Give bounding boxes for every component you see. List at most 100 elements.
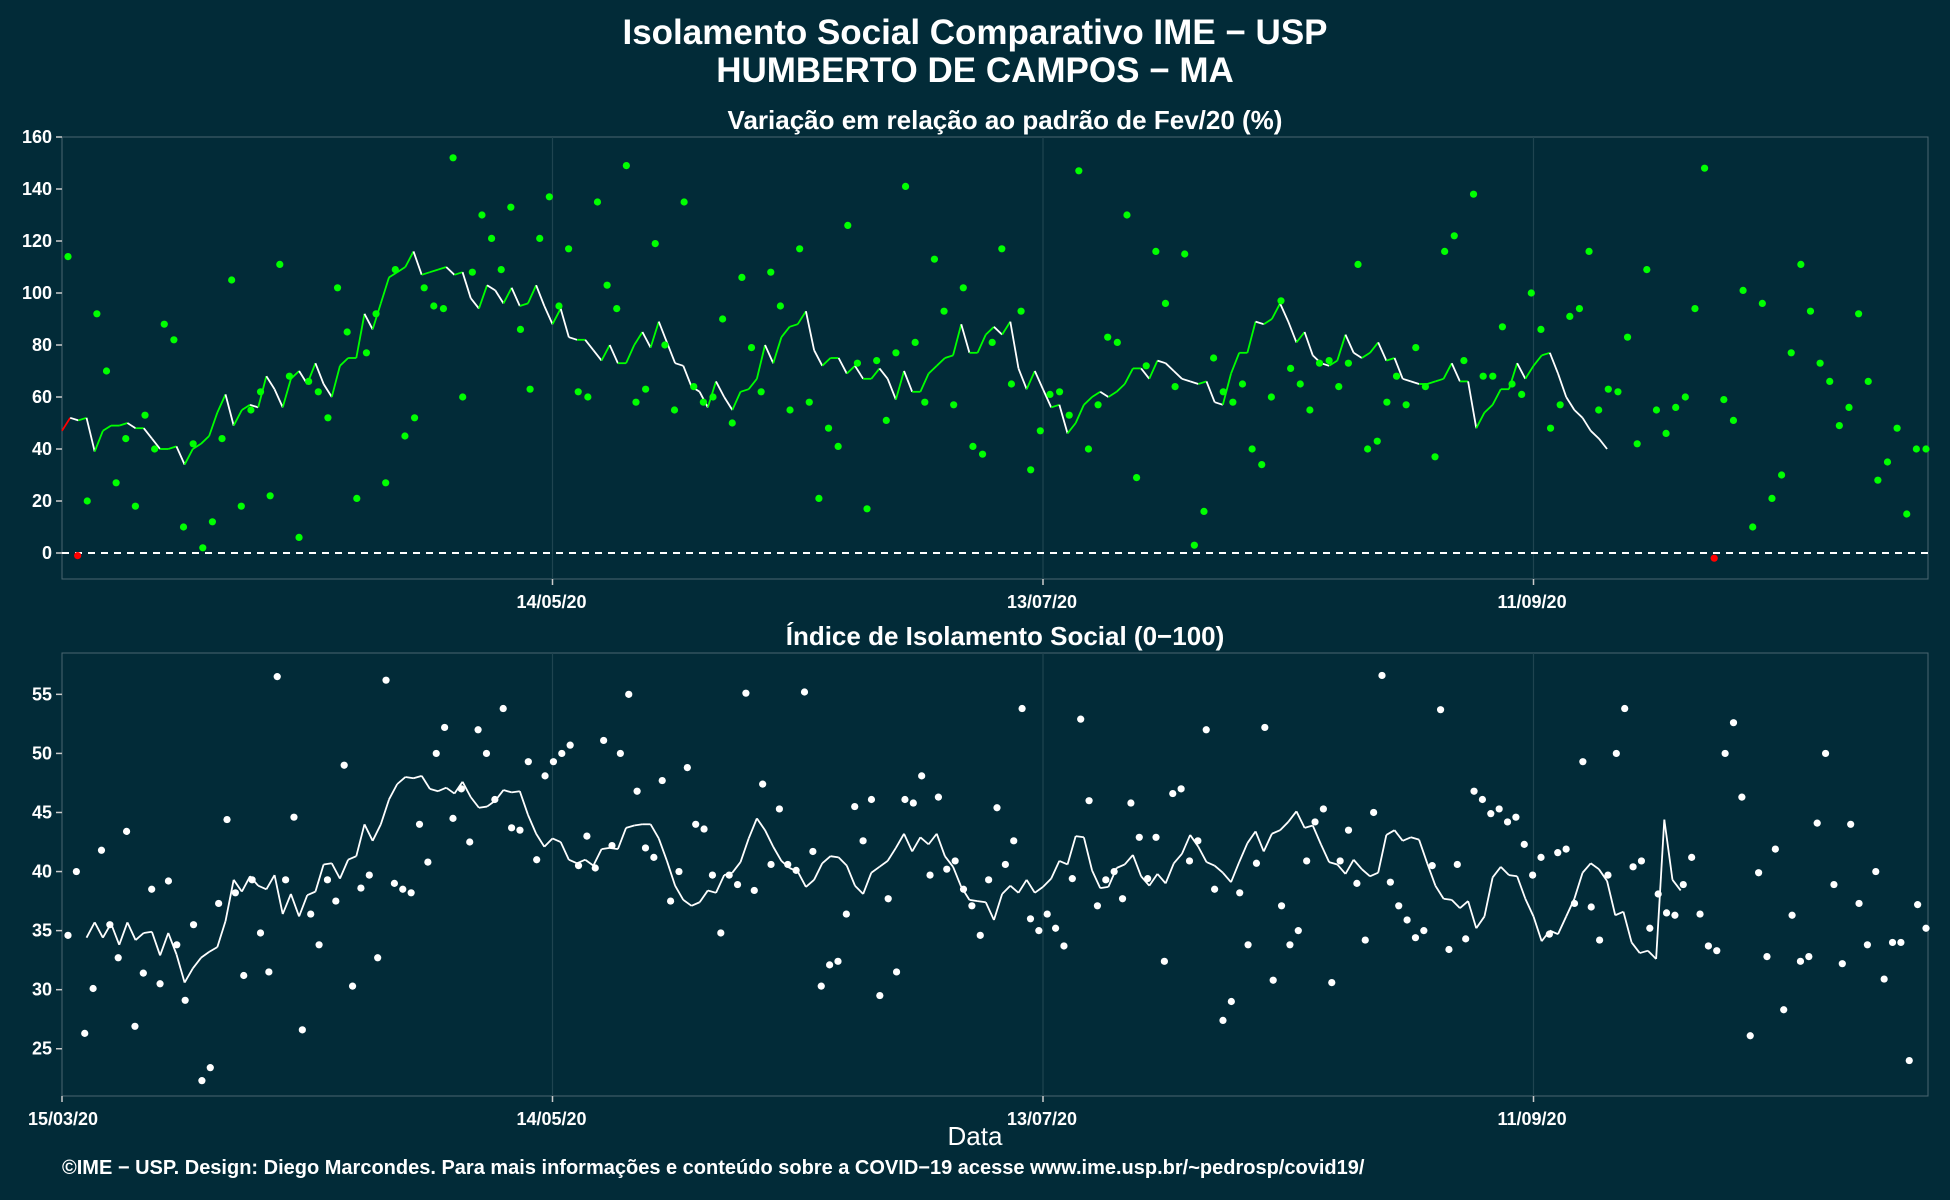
top-moving-average-segment bbox=[878, 367, 889, 380]
bottom-data-point bbox=[1872, 867, 1880, 876]
bottom-moving-average-segment bbox=[388, 783, 398, 800]
bottom-data-point bbox=[641, 844, 650, 852]
top-moving-average-segment bbox=[1074, 404, 1085, 424]
bottom-data-point bbox=[1077, 715, 1085, 723]
bottom-data-point bbox=[1897, 938, 1905, 947]
top-data-point bbox=[1912, 445, 1920, 453]
top-data-point bbox=[786, 406, 794, 414]
top-data-point bbox=[266, 492, 274, 500]
top-moving-average-segment bbox=[821, 357, 832, 367]
top-data-point bbox=[1027, 466, 1035, 474]
top-moving-average-segment bbox=[674, 362, 684, 367]
top-plot-area bbox=[61, 136, 1929, 580]
top-data-point bbox=[160, 320, 168, 328]
bottom-moving-average-segment bbox=[1630, 941, 1641, 954]
top-moving-average-segment bbox=[740, 388, 749, 393]
bottom-moving-average-segment bbox=[1369, 871, 1379, 878]
bottom-data-point bbox=[742, 689, 750, 697]
bottom-y-tick-label: 35 bbox=[32, 921, 52, 941]
top-moving-average-segment bbox=[1157, 359, 1166, 365]
bottom-data-point bbox=[1713, 947, 1721, 955]
bottom-data-point bbox=[1704, 942, 1712, 950]
bottom-moving-average-segment bbox=[1377, 834, 1388, 873]
top-data-point bbox=[1797, 260, 1805, 268]
top-moving-average-segment bbox=[281, 378, 292, 408]
top-data-point bbox=[757, 388, 765, 396]
bottom-data-point bbox=[1244, 941, 1252, 949]
top-data-point bbox=[873, 357, 881, 365]
bottom-moving-average-segment bbox=[854, 885, 864, 895]
top-data-point bbox=[1065, 411, 1073, 419]
bottom-data-point bbox=[1503, 818, 1512, 826]
top-moving-average-segment bbox=[1369, 341, 1379, 354]
bottom-data-point bbox=[1102, 876, 1110, 884]
top-moving-average-segment bbox=[1099, 391, 1109, 398]
top-moving-average-segment bbox=[1361, 352, 1371, 359]
top-moving-average-segment bbox=[608, 344, 619, 364]
bottom-moving-average-segment bbox=[1508, 874, 1518, 878]
top-data-point bbox=[1903, 510, 1911, 518]
top-data-point bbox=[1296, 380, 1304, 388]
bottom-data-point bbox=[1202, 726, 1210, 734]
top-data-point bbox=[901, 182, 910, 190]
bottom-moving-average-segment bbox=[1189, 834, 1200, 848]
top-moving-average-segment bbox=[1541, 351, 1551, 357]
top-data-point bbox=[1720, 396, 1728, 404]
top-data-point bbox=[1556, 401, 1564, 409]
top-data-point bbox=[1489, 372, 1497, 380]
top-data-point bbox=[1537, 325, 1545, 333]
top-data-point bbox=[256, 388, 265, 396]
top-data-point bbox=[1123, 211, 1131, 219]
bottom-moving-average-segment bbox=[437, 786, 447, 793]
top-moving-average-segment bbox=[731, 391, 742, 411]
bottom-moving-average-segment bbox=[1230, 861, 1241, 883]
bottom-plot-area bbox=[61, 652, 1929, 1097]
chart-title-line1: Isolamento Social Comparativo IME − USP bbox=[622, 13, 1328, 52]
bottom-moving-average-segment bbox=[764, 829, 775, 848]
top-data-point bbox=[998, 245, 1006, 253]
bottom-moving-average-segment bbox=[1557, 916, 1568, 935]
bottom-moving-average-segment bbox=[314, 864, 325, 892]
top-data-point bbox=[1758, 299, 1766, 307]
top-moving-average-segment bbox=[143, 427, 153, 440]
top-y-tick-label: 160 bbox=[22, 127, 52, 147]
top-moving-average-segment bbox=[519, 302, 529, 307]
top-data-point bbox=[516, 325, 525, 333]
top-moving-average-segment bbox=[1435, 377, 1444, 383]
top-y-tick-label: 60 bbox=[32, 387, 52, 407]
bottom-moving-average-segment bbox=[1361, 868, 1371, 877]
top-moving-average-segment bbox=[396, 266, 406, 273]
top-data-point bbox=[555, 302, 563, 310]
bottom-data-point bbox=[717, 929, 725, 937]
top-y-tick-label: 100 bbox=[22, 283, 52, 303]
top-moving-average-segment bbox=[273, 388, 284, 408]
bottom-moving-average-segment bbox=[1197, 846, 1208, 863]
bottom-data-point bbox=[951, 857, 959, 865]
bottom-data-point bbox=[1771, 845, 1779, 853]
top-data-point bbox=[863, 505, 871, 513]
bottom-moving-average-segment bbox=[543, 837, 554, 848]
bottom-data-point bbox=[290, 813, 298, 821]
bottom-data-point bbox=[901, 795, 909, 804]
bottom-data-point bbox=[1344, 826, 1353, 834]
top-data-point bbox=[449, 154, 457, 162]
top-data-point bbox=[1036, 427, 1044, 435]
bottom-panel-title: Índice de Isolamento Social (0−100) bbox=[785, 621, 1225, 651]
top-moving-average-segment bbox=[175, 446, 186, 465]
top-data-point bbox=[1402, 401, 1410, 409]
top-data-point bbox=[179, 523, 188, 531]
top-moving-average-segment bbox=[960, 323, 971, 354]
bottom-data-point bbox=[1478, 795, 1487, 804]
top-data-point bbox=[353, 494, 361, 502]
bottom-moving-average-segment bbox=[126, 921, 137, 941]
bottom-data-point bbox=[424, 858, 432, 866]
bottom-data-point bbox=[1838, 960, 1846, 968]
bottom-data-point bbox=[89, 984, 97, 993]
top-data-point bbox=[1893, 424, 1901, 432]
top-data-point bbox=[507, 203, 515, 211]
bottom-data-point bbox=[625, 690, 633, 698]
bottom-moving-average-segment bbox=[1116, 863, 1126, 869]
bottom-moving-average-segment bbox=[862, 872, 873, 895]
bottom-data-point bbox=[1026, 915, 1035, 923]
